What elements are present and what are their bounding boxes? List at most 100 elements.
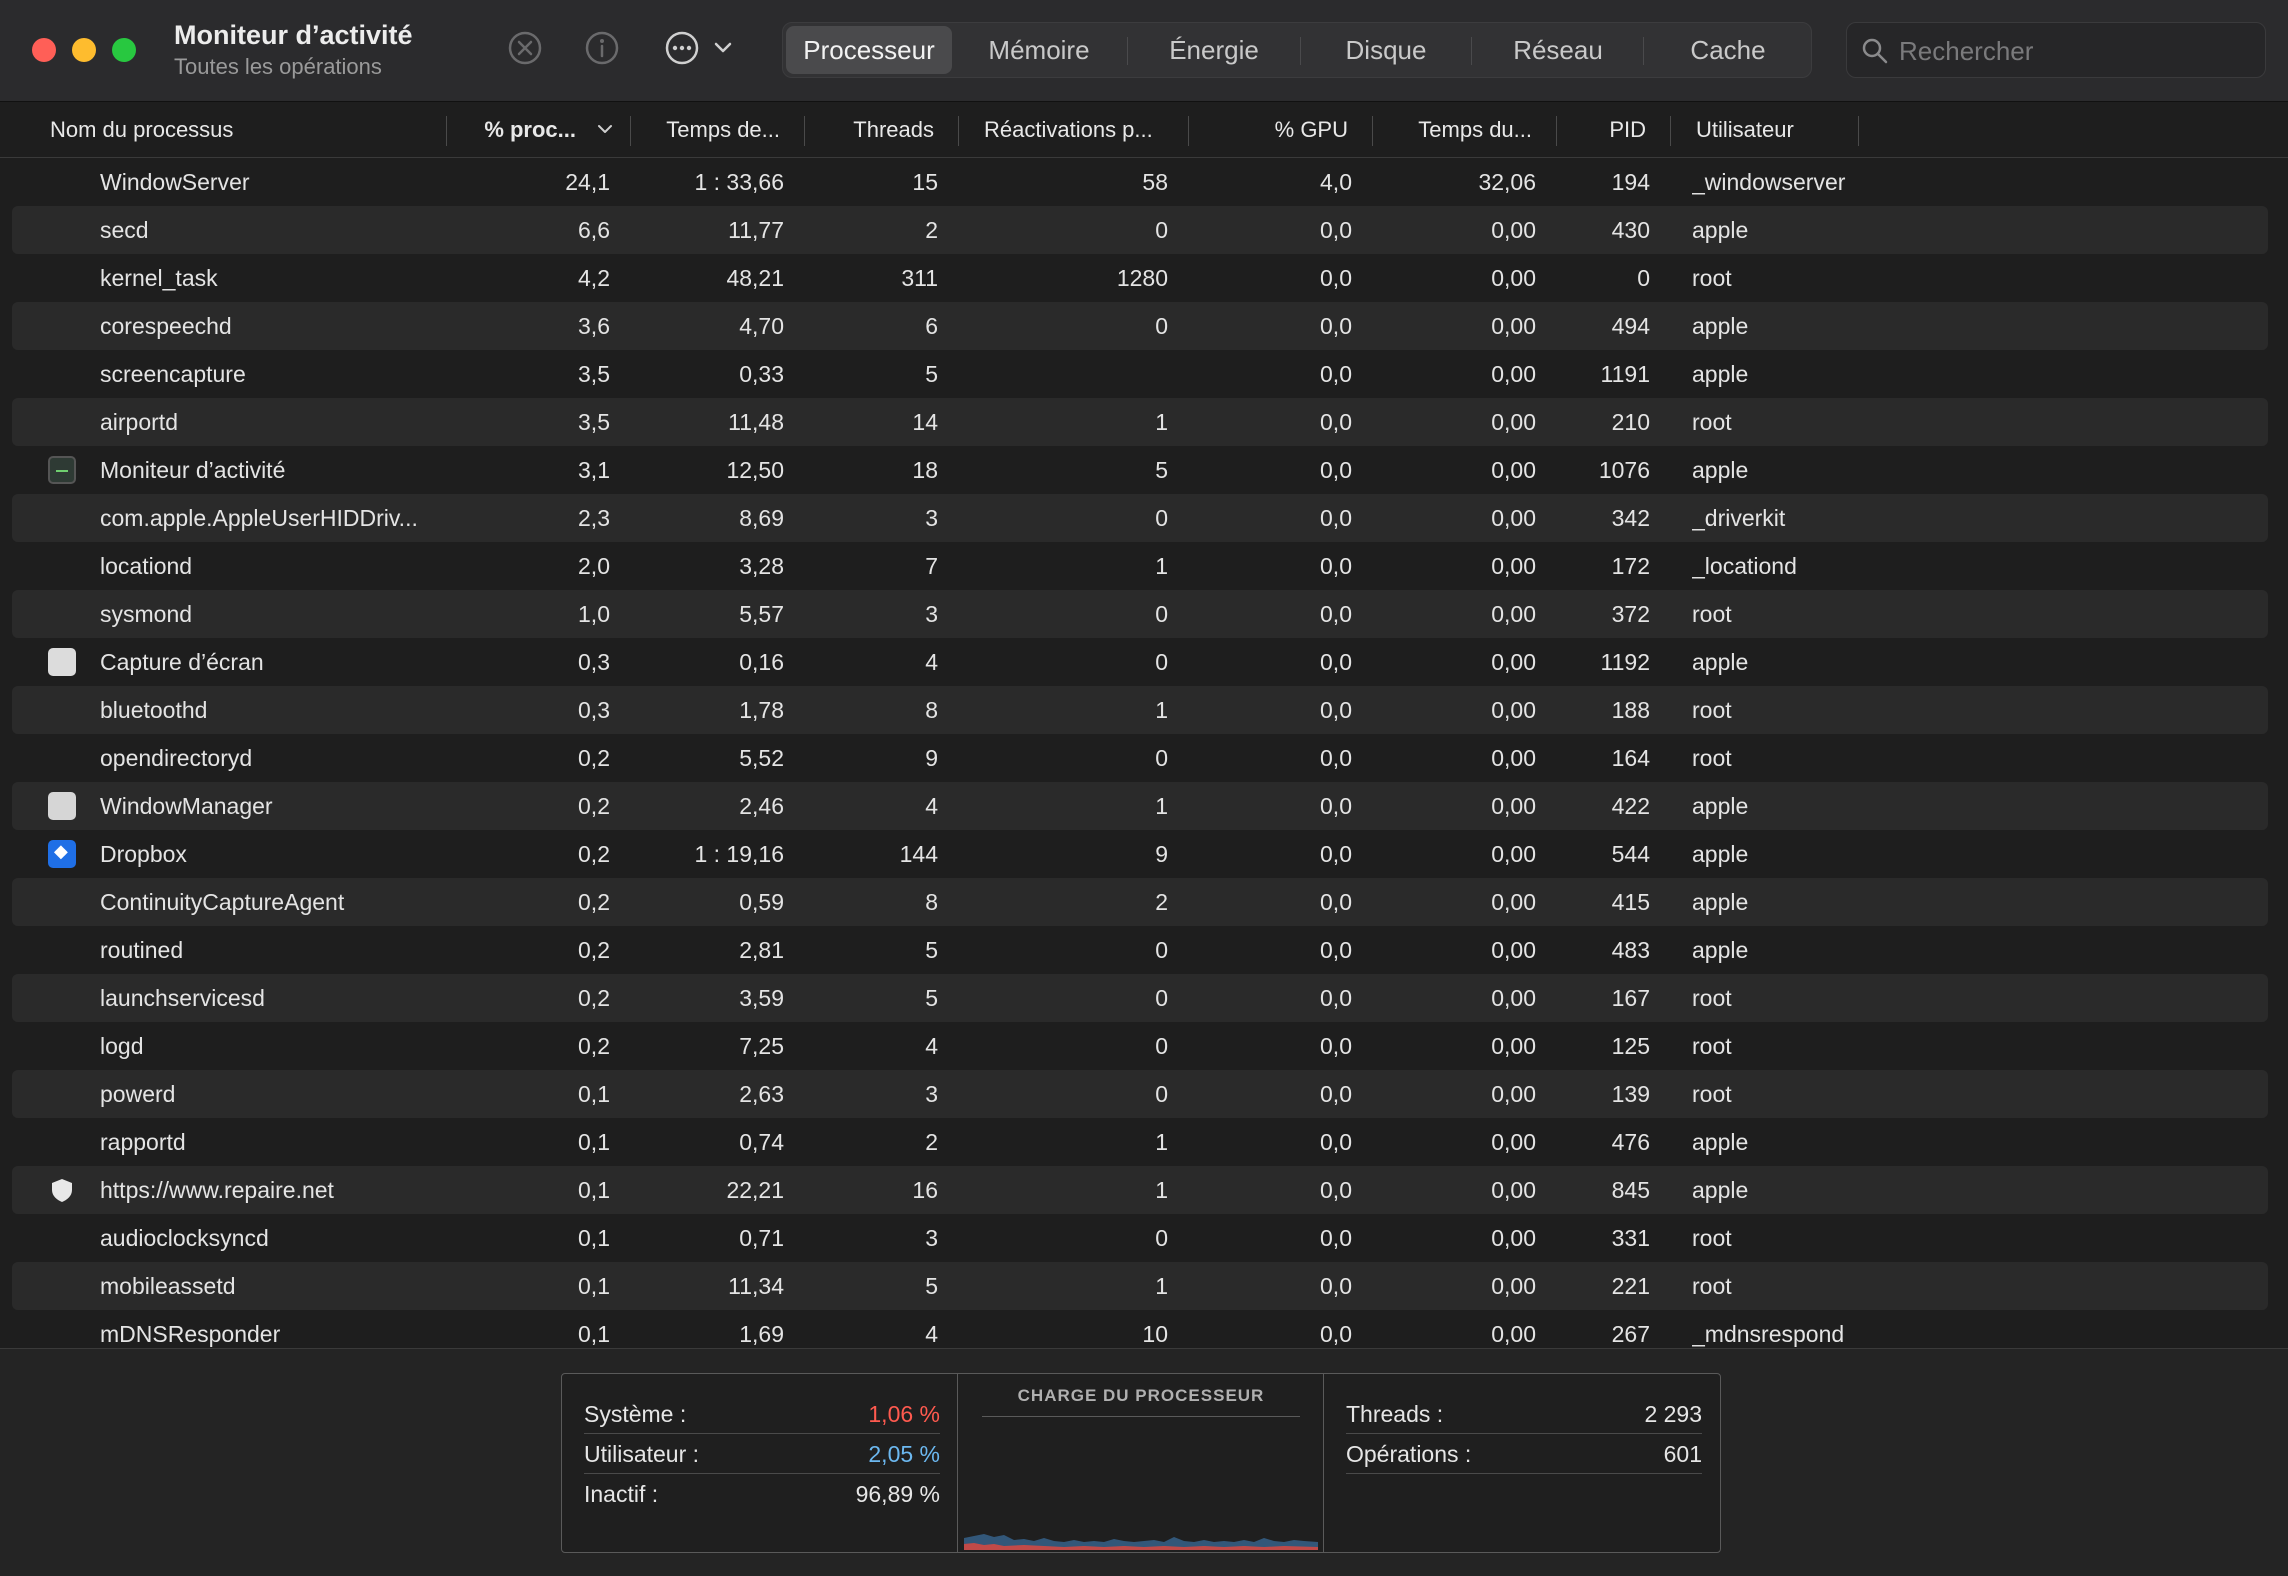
cell-temps: 7,25 xyxy=(739,1033,784,1059)
column-header-gpu[interactable]: % GPU xyxy=(1274,117,1348,142)
cell-temps-gpu: 0,00 xyxy=(1491,457,1536,483)
cell-utilisateur: apple xyxy=(1692,649,1749,675)
cell-temps-gpu: 0,00 xyxy=(1491,889,1536,915)
cell-temps-gpu: 0,00 xyxy=(1491,1321,1536,1347)
cell-threads: 3 xyxy=(925,505,938,531)
cell-process-name: launchservicesd xyxy=(100,985,265,1011)
table-row[interactable]: powerd 0,1 2,63 3 0 0,0 0,00 139 root xyxy=(0,1070,2288,1118)
table-row[interactable]: WindowManager 0,2 2,46 4 1 0,0 0,00 422 apple xyxy=(0,782,2288,830)
column-header-pid[interactable]: PID xyxy=(1609,117,1646,142)
cell-temps-gpu: 0,00 xyxy=(1491,745,1536,771)
table-row[interactable]: audioclocksyncd 0,1 0,71 3 0 0,0 0,00 331 root xyxy=(0,1214,2288,1262)
xmark-circle-icon[interactable] xyxy=(505,28,545,68)
minimize-window-button[interactable] xyxy=(72,38,96,62)
column-header-nom[interactable]: Nom du processus xyxy=(50,117,234,142)
search-input[interactable] xyxy=(1899,31,2249,71)
column-header-temps[interactable]: Temps de... xyxy=(666,117,780,142)
cell-threads: 3 xyxy=(925,601,938,627)
cell-utilisateur: root xyxy=(1692,1033,1732,1059)
table-row[interactable]: mobileassetd 0,1 11,34 5 1 0,0 0,00 221 root xyxy=(0,1262,2288,1310)
table-row[interactable]: airportd 3,5 11,48 14 1 0,0 0,00 210 root xyxy=(0,398,2288,446)
chevron-down-icon[interactable] xyxy=(708,28,738,68)
cell-threads: 144 xyxy=(899,841,938,867)
column-separator[interactable] xyxy=(1372,116,1373,146)
table-row[interactable]: routined 0,2 2,81 5 0 0,0 0,00 483 apple xyxy=(0,926,2288,974)
table-row[interactable]: Capture d’écran 0,3 0,16 4 0 0,0 0,00 1192 apple xyxy=(0,638,2288,686)
ellipsis-circle-icon[interactable] xyxy=(662,28,702,68)
table-row[interactable]: kernel_task 4,2 48,21 311 1280 0,0 0,00 0 root xyxy=(0,254,2288,302)
cell-temps: 0,16 xyxy=(739,649,784,675)
cpu-usage-section: Système : 1,06 % Utilisateur : 2,05 % In… xyxy=(562,1374,958,1552)
cell-gpu: 0,0 xyxy=(1320,1081,1352,1107)
utilisateur-value: 2,05 % xyxy=(868,1441,940,1467)
column-separator[interactable] xyxy=(1670,116,1671,146)
cell-temps-gpu: 0,00 xyxy=(1491,649,1536,675)
column-separator[interactable] xyxy=(1858,116,1859,146)
cell-temps-gpu: 0,00 xyxy=(1491,217,1536,243)
search-field[interactable] xyxy=(1846,22,2266,78)
table-row[interactable]: logd 0,2 7,25 4 0 0,0 0,00 125 root xyxy=(0,1022,2288,1070)
cell-utilisateur: root xyxy=(1692,409,1732,435)
tab-memoire[interactable]: Mémoire xyxy=(988,35,1090,65)
cell-threads: 5 xyxy=(925,1273,938,1299)
column-header-temps-gpu[interactable]: Temps du... xyxy=(1418,117,1532,142)
table-row[interactable]: corespeechd 3,6 4,70 6 0 0,0 0,00 494 apple xyxy=(0,302,2288,350)
tab-disque[interactable]: Disque xyxy=(1345,35,1427,65)
column-header-cpu[interactable]: % proc... xyxy=(484,117,576,142)
cell-gpu: 0,0 xyxy=(1320,1033,1352,1059)
table-row[interactable]: Dropbox 0,2 1 : 19,16 144 9 0,0 0,00 544 apple xyxy=(0,830,2288,878)
column-separator[interactable] xyxy=(630,116,631,146)
table-row[interactable]: ContinuityCaptureAgent 0,2 0,59 8 2 0,0 0,00 41… xyxy=(0,878,2288,926)
cell-gpu: 0,0 xyxy=(1320,985,1352,1011)
table-row[interactable]: launchservicesd 0,2 3,59 5 0 0,0 0,00 167 root xyxy=(0,974,2288,1022)
column-separator[interactable] xyxy=(958,116,959,146)
table-row[interactable]: opendirectoryd 0,2 5,52 9 0 0,0 0,00 164 root xyxy=(0,734,2288,782)
zoom-window-button[interactable] xyxy=(112,38,136,62)
column-header-utilisateur[interactable]: Utilisateur xyxy=(1696,117,1794,142)
column-separator[interactable] xyxy=(446,116,447,146)
cell-gpu: 0,0 xyxy=(1320,1225,1352,1251)
table-row[interactable]: locationd 2,0 3,28 7 1 0,0 0,00 172 _locationd xyxy=(0,542,2288,590)
column-separator[interactable] xyxy=(804,116,805,146)
operations-label: Opérations : xyxy=(1346,1441,1472,1467)
cell-temps-gpu: 0,00 xyxy=(1491,985,1536,1011)
table-row[interactable]: rapportd 0,1 0,74 2 1 0,0 0,00 476 apple xyxy=(0,1118,2288,1166)
table-row[interactable]: WindowServer 24,1 1 : 33,66 15 58 4,0 32,06 194… xyxy=(0,158,2288,206)
cell-pid: 1191 xyxy=(1600,361,1650,387)
category-tabs: Processeur Mémoire Énergie Disque Réseau… xyxy=(782,22,1812,78)
table-row[interactable]: Moniteur d’activité 3,1 12,50 18 5 0,0 0,00 107… xyxy=(0,446,2288,494)
table-row[interactable]: com.apple.AppleUserHIDDriv... 2,3 8,69 3 0 0,… xyxy=(0,494,2288,542)
tab-cache[interactable]: Cache xyxy=(1690,35,1766,65)
window-subtitle[interactable]: Toutes les opérations xyxy=(174,54,382,79)
info-circle-icon[interactable] xyxy=(582,28,622,68)
tab-processeur[interactable]: Processeur xyxy=(786,26,952,74)
tab-reseau[interactable]: Réseau xyxy=(1513,35,1603,65)
column-header-threads[interactable]: Threads xyxy=(853,117,934,142)
table-row[interactable]: https://www.repaire.net 0,1 22,21 16 1 0,0 0,0… xyxy=(0,1166,2288,1214)
utilisateur-label: Utilisateur : xyxy=(584,1441,700,1467)
table-row[interactable]: mDNSResponder 0,1 1,69 4 10 0,0 0,00 267 _mdnsre… xyxy=(0,1310,2288,1348)
close-window-button[interactable] xyxy=(32,38,56,62)
cell-utilisateur: root xyxy=(1692,745,1732,771)
table-row[interactable]: secd 6,6 11,77 2 0 0,0 0,00 430 apple xyxy=(0,206,2288,254)
cell-gpu: 0,0 xyxy=(1320,1129,1352,1155)
table-row[interactable]: sysmond 1,0 5,57 3 0 0,0 0,00 372 root xyxy=(0,590,2288,638)
cell-utilisateur: apple xyxy=(1692,361,1749,387)
cell-process-name: ContinuityCaptureAgent xyxy=(100,889,345,915)
column-separator[interactable] xyxy=(1188,116,1189,146)
cell-cpu: 0,1 xyxy=(578,1129,610,1155)
sort-descending-icon[interactable] xyxy=(596,122,614,141)
column-separator[interactable] xyxy=(1556,116,1557,146)
table-row[interactable]: bluetoothd 0,3 1,78 8 1 0,0 0,00 188 root xyxy=(0,686,2288,734)
cell-process-name: WindowManager xyxy=(100,793,273,819)
column-header-reactivations[interactable]: Réactivations p... xyxy=(984,117,1153,142)
cell-pid: 194 xyxy=(1611,169,1650,195)
cell-threads: 7 xyxy=(925,553,938,579)
table-row[interactable]: screencapture 3,5 0,33 5 0,0 0,00 1191 apple xyxy=(0,350,2288,398)
tab-energie[interactable]: Énergie xyxy=(1169,35,1259,65)
winmgr-app-icon xyxy=(48,792,76,820)
cell-temps-gpu: 0,00 xyxy=(1491,361,1536,387)
cell-gpu: 0,0 xyxy=(1320,313,1352,339)
cell-gpu: 4,0 xyxy=(1320,169,1352,195)
cell-pid: 483 xyxy=(1611,937,1650,963)
